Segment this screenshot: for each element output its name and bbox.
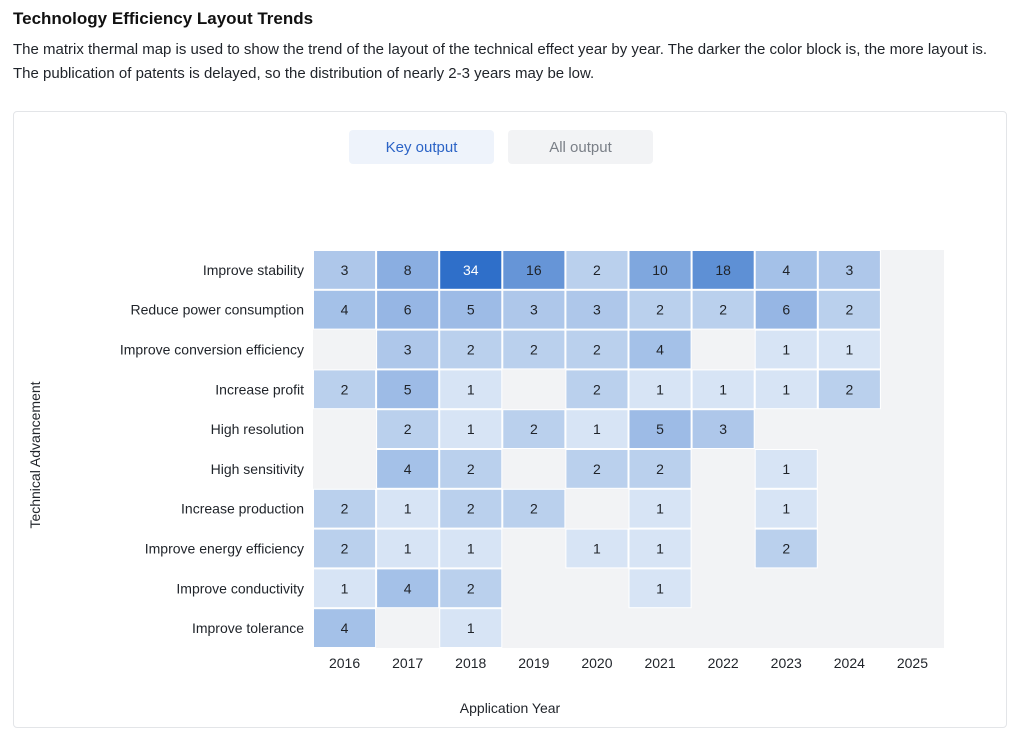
- heatmap-cell-label: 2: [467, 501, 475, 517]
- heatmap-cell-label: 3: [404, 342, 412, 358]
- heatmap-cell-label: 16: [526, 262, 542, 278]
- heatmap-cell-label: 4: [782, 262, 790, 278]
- heatmap-cell-label: 4: [656, 342, 664, 358]
- heatmap-cell-label: 4: [404, 461, 412, 477]
- heatmap-cell-label: 1: [845, 342, 853, 358]
- y-tick-label: Improve tolerance: [192, 620, 304, 636]
- y-tick-label: Improve conversion efficiency: [120, 342, 304, 358]
- heatmap-cell-label: 1: [656, 501, 664, 517]
- heatmap-cell-label: 2: [341, 381, 349, 397]
- y-tick-label: Increase profit: [215, 381, 304, 397]
- heatmap-cell-label: 10: [652, 262, 668, 278]
- heatmap-cell-label: 2: [341, 541, 349, 557]
- heatmap-cell-label: 2: [467, 342, 475, 358]
- y-tick-label: Increase production: [181, 501, 304, 517]
- x-tick-label: 2016: [329, 655, 360, 671]
- heatmap-cell-label: 1: [656, 381, 664, 397]
- x-tick-label: 2021: [644, 655, 675, 671]
- heatmap-cell-label: 1: [593, 421, 601, 437]
- heatmap-cell-label: 2: [404, 421, 412, 437]
- y-tick-label: Improve conductivity: [176, 580, 304, 596]
- heatmap-cell-label: 1: [467, 541, 475, 557]
- heatmap-cell-label: 1: [467, 381, 475, 397]
- heatmap-cell-label: 6: [404, 302, 412, 318]
- heatmap-cell-label: 34: [463, 262, 479, 278]
- heatmap-cell-label: 2: [845, 381, 853, 397]
- heatmap-cell-label: 2: [656, 461, 664, 477]
- heatmap-cell-label: 1: [404, 501, 412, 517]
- heatmap-cell-label: 2: [719, 302, 727, 318]
- x-tick-label: 2024: [834, 655, 865, 671]
- heatmap-cell-label: 3: [341, 262, 349, 278]
- heatmap-cell-label: 1: [341, 580, 349, 596]
- x-tick-label: 2020: [581, 655, 612, 671]
- heatmap-cell-label: 2: [341, 501, 349, 517]
- heatmap-cell-label: 1: [782, 342, 790, 358]
- heatmap-cell-label: 2: [530, 342, 538, 358]
- heatmap-cell-label: 1: [656, 580, 664, 596]
- heatmap-cell-label: 4: [341, 302, 349, 318]
- heatmap-cell-label: 3: [593, 302, 601, 318]
- heatmap-cell-label: 4: [341, 620, 349, 636]
- heatmap-cell-label: 1: [467, 620, 475, 636]
- heatmap-cell-label: 1: [782, 381, 790, 397]
- y-tick-label: High resolution: [211, 421, 304, 437]
- heatmap-cell-label: 1: [719, 381, 727, 397]
- heatmap-cell-label: 2: [593, 381, 601, 397]
- y-tick-label: Reduce power consumption: [130, 302, 304, 318]
- heatmap-cell-label: 5: [404, 381, 412, 397]
- heatmap-cell-label: 6: [782, 302, 790, 318]
- x-tick-label: 2023: [771, 655, 802, 671]
- y-axis-title: Technical Advancement: [27, 381, 43, 528]
- heatmap-cell-label: 2: [530, 421, 538, 437]
- x-tick-label: 2022: [708, 655, 739, 671]
- heatmap-cell-label: 1: [782, 501, 790, 517]
- heatmap-cell-label: 2: [656, 302, 664, 318]
- heatmap-cell-label: 2: [593, 262, 601, 278]
- y-tick-label: Improve energy efficiency: [145, 541, 304, 557]
- y-tick-label: High sensitivity: [211, 461, 304, 477]
- x-tick-label: 2019: [518, 655, 549, 671]
- heatmap-cell-label: 2: [467, 461, 475, 477]
- heatmap-cell-label: 8: [404, 262, 412, 278]
- heatmap-cell-label: 1: [404, 541, 412, 557]
- heatmap-cell-label: 5: [467, 302, 475, 318]
- y-tick-label: Improve stability: [203, 262, 304, 278]
- x-tick-label: 2017: [392, 655, 423, 671]
- heatmap-cell-label: 18: [715, 262, 731, 278]
- heatmap-cell-label: 1: [656, 541, 664, 557]
- heatmap-cell-label: 1: [593, 541, 601, 557]
- heatmap-cell-label: 1: [467, 421, 475, 437]
- heatmap-cell-label: 2: [845, 302, 853, 318]
- x-tick-label: 2018: [455, 655, 486, 671]
- heatmap-cell-label: 2: [593, 342, 601, 358]
- x-tick-label: 2025: [897, 655, 928, 671]
- heatmap-cell-label: 3: [719, 421, 727, 437]
- heatmap-cell-label: 3: [530, 302, 538, 318]
- heatmap-cell-label: 2: [467, 580, 475, 596]
- heatmap-cell-label: 2: [593, 461, 601, 477]
- heatmap-cell-label: 1: [782, 461, 790, 477]
- heatmap-cell-label: 5: [656, 421, 664, 437]
- x-axis-title: Application Year: [460, 700, 561, 716]
- heatmap-cell-label: 2: [530, 501, 538, 517]
- heatmap-cell-label: 4: [404, 580, 412, 596]
- heatmap-cell-label: 3: [845, 262, 853, 278]
- heatmap-cell-label: 2: [782, 541, 790, 557]
